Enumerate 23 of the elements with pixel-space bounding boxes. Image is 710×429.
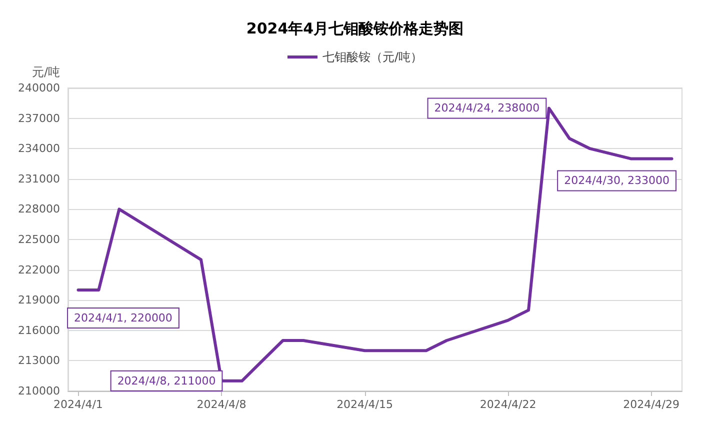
x-tick-label: 2024/4/8 [196,398,246,411]
x-tick-label: 2024/4/1 [54,398,103,411]
y-tick-label: 237000 [18,112,60,125]
y-tick-label: 228000 [18,202,60,216]
y-tick-label: 231000 [18,172,60,186]
y-tick-label: 213000 [18,354,60,368]
x-tick-label: 2024/4/29 [623,398,680,411]
y-tick-label: 240000 [18,82,60,94]
x-tick-label: 2024/4/22 [480,398,536,411]
chart-title: 2024年4月七钼酸铵价格走势图 [246,20,464,38]
legend-label: 七钼酸铵（元/吨） [322,50,423,64]
y-tick-label: 222000 [18,263,60,276]
annotation: 2024/4/1, 220000 [74,312,172,324]
y-tick-label: 225000 [18,233,60,246]
annotation: 2024/4/24, 238000 [434,102,540,115]
y-tick-label: 210000 [18,384,60,398]
annotation: 2024/4/8, 211000 [117,374,216,388]
y-tick-label: 216000 [18,324,60,337]
x-tick-label: 2024/4/15 [336,398,393,411]
y-tick-label: 234000 [18,142,60,156]
y-tick-label: 219000 [18,294,60,307]
y-axis-title: 元/吨 [32,65,60,79]
annotation: 2024/4/30, 233000 [564,174,670,188]
